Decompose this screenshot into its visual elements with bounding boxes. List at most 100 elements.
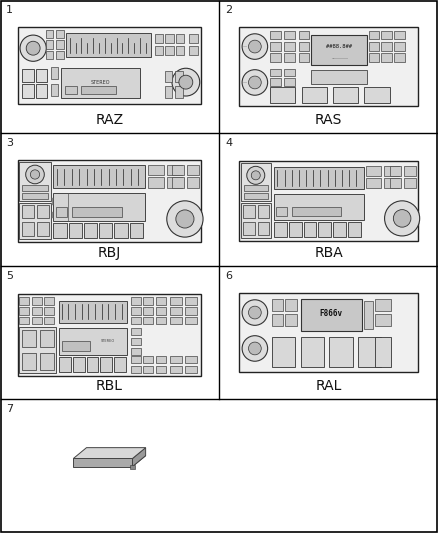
Bar [299,42,309,51]
Text: RAL: RAL [315,379,342,393]
Text: 3: 3 [6,138,13,148]
Circle shape [242,70,268,95]
Bar [366,166,381,176]
Bar [185,356,197,363]
Bar [300,299,362,331]
Bar [143,317,153,325]
Bar [286,299,297,311]
Bar [22,193,47,198]
Bar [244,185,268,191]
Text: 4: 4 [225,138,232,148]
Bar [131,366,141,373]
Bar [81,86,116,94]
Bar [53,223,67,238]
Bar [358,337,381,367]
Bar [22,222,34,236]
Bar [84,223,97,238]
Bar [364,87,389,103]
Bar [272,337,295,367]
Bar [52,198,53,205]
Bar [185,307,197,314]
Bar [384,178,399,188]
Bar [404,166,416,176]
Bar [274,193,364,220]
Text: RAS: RAS [315,112,342,127]
Bar [170,356,182,363]
Text: RAZ: RAZ [95,112,124,127]
Polygon shape [132,448,145,466]
Bar [272,314,283,326]
Circle shape [248,306,261,319]
Bar [69,223,82,238]
Bar [240,163,271,201]
Bar [59,301,127,323]
Bar [243,222,254,235]
Circle shape [176,210,194,228]
Bar [56,51,64,59]
Text: 2: 2 [225,5,232,15]
Bar [185,297,197,305]
Bar [22,84,34,98]
Bar [51,68,58,79]
Circle shape [26,165,44,184]
Bar [270,42,281,51]
Bar [384,166,399,176]
Bar [239,293,418,373]
Bar [187,165,199,175]
Bar [170,366,182,373]
Bar [375,337,391,367]
Circle shape [26,41,40,55]
Bar [270,78,281,86]
Bar [131,328,141,335]
Bar [19,162,51,201]
Bar [36,69,47,82]
Bar [155,297,166,305]
Bar [143,297,153,305]
Bar [131,307,141,314]
Bar [189,46,198,55]
Bar [243,205,254,217]
Polygon shape [73,458,132,466]
Bar [148,165,164,175]
Bar [284,42,295,51]
Bar [274,222,286,237]
Circle shape [242,34,268,59]
Bar [19,297,29,305]
Text: RBJ: RBJ [98,246,121,260]
Bar [284,78,295,86]
Bar [165,86,173,98]
Bar [19,317,29,325]
Bar [299,30,309,39]
Circle shape [30,170,40,179]
Text: F866v: F866v [320,309,343,318]
Bar [148,177,164,188]
Bar [381,30,392,39]
Bar [187,177,199,188]
Bar [22,205,34,218]
Text: —: — [242,45,247,49]
Bar [62,341,89,351]
Text: STEREO: STEREO [101,340,115,343]
Bar [272,299,283,311]
Bar [276,207,287,216]
Circle shape [242,336,268,361]
Text: —: — [242,80,247,84]
Bar [37,205,49,218]
Bar [73,358,85,372]
Bar [19,307,29,314]
Circle shape [248,76,261,89]
Bar [185,366,197,373]
Bar [176,34,184,43]
Bar [172,165,184,175]
Bar [155,46,163,55]
Bar [131,356,141,363]
Bar [284,69,295,76]
Bar [36,84,47,98]
Bar [299,53,309,62]
Bar [270,87,295,103]
Circle shape [251,171,260,180]
Bar [56,30,64,38]
Bar [311,35,367,65]
Bar [46,40,53,49]
Bar [155,356,166,363]
